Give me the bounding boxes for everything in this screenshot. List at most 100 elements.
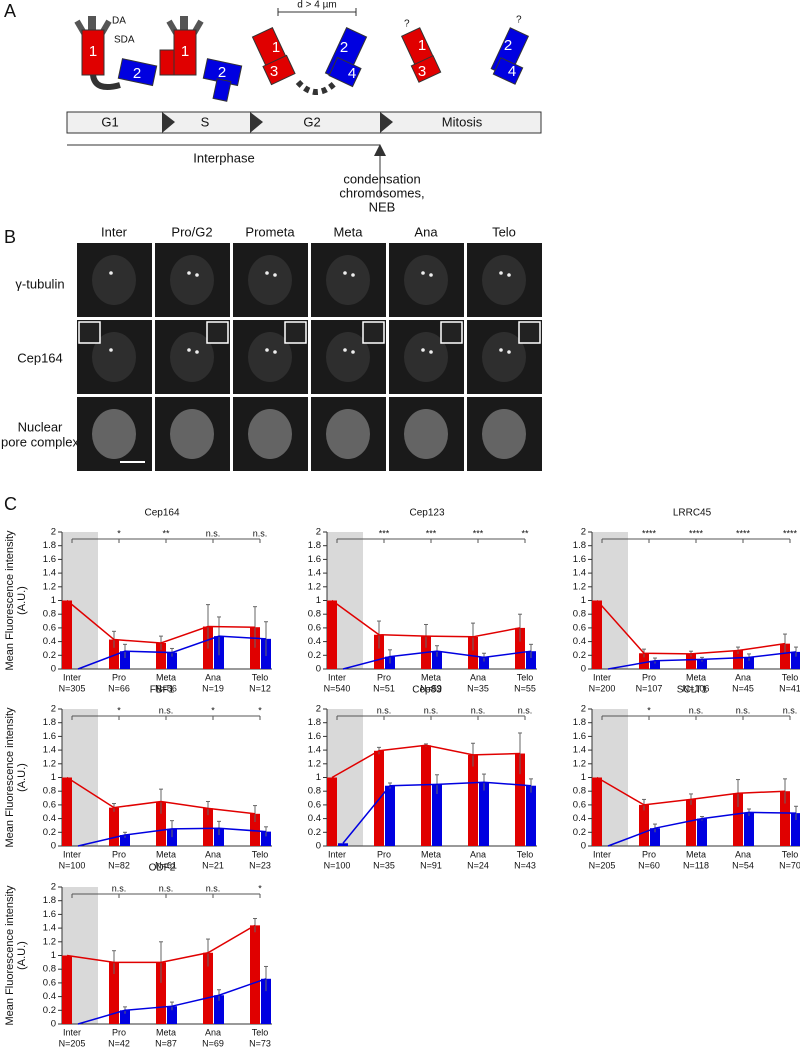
x-tick-label: Inter (328, 672, 346, 682)
trend-line (596, 776, 786, 806)
trend-line (342, 650, 532, 670)
y-tick-label: 1.8 (573, 717, 586, 728)
centriole-label: 4 (348, 65, 356, 82)
y-tick-label: 1.2 (43, 758, 56, 769)
y-axis-label: Mean Fluorescence intensity (4, 885, 16, 1026)
y-tick-label: 0.8 (573, 786, 586, 797)
annotation: SDA (114, 35, 135, 46)
bar (261, 831, 271, 846)
y-tick-label: 1.2 (573, 581, 586, 592)
centriole-diagram (74, 8, 530, 102)
x-tick-label: Ana (205, 1027, 221, 1037)
x-tick-label: Inter (63, 672, 81, 682)
column-label: Pro/G2 (171, 224, 212, 239)
y-tick-label: 0.4 (43, 813, 56, 824)
bar (697, 659, 707, 669)
y-tick-label: 1.6 (573, 554, 586, 565)
centriole-label: 1 (181, 43, 189, 60)
n-label: N=12 (249, 683, 271, 693)
n-label: N=56 (155, 683, 177, 693)
bar (109, 962, 119, 1024)
n-label: N=73 (249, 1038, 271, 1048)
y-tick-label: 1.8 (573, 540, 586, 551)
y-axis-label: Mean Fluorescence intensity (4, 707, 16, 848)
significance-label: *** (426, 528, 437, 538)
cell-signal (248, 409, 292, 459)
y-tick-label: 0.2 (308, 650, 321, 661)
x-tick-label: Meta (421, 849, 441, 859)
significance-label: n.s. (471, 705, 486, 715)
centriole-label: 1 (272, 39, 280, 56)
significance-label: * (258, 705, 262, 715)
panel-label: A (4, 1, 16, 21)
chart-title: Cep123 (409, 508, 444, 519)
trend-line (66, 924, 256, 964)
bar (468, 754, 478, 846)
x-tick-label: Telo (782, 672, 799, 682)
y-axis-label: (A.U.) (16, 941, 28, 970)
x-tick-label: Inter (63, 849, 81, 859)
y-tick-label: 1.2 (308, 758, 321, 769)
significance-label: **** (642, 528, 657, 538)
bar (791, 651, 800, 669)
cell-signal (170, 409, 214, 459)
bar (156, 642, 166, 669)
trend-line (77, 827, 267, 847)
x-tick-label: Pro (112, 1027, 126, 1037)
n-label: N=305 (59, 683, 86, 693)
cell-signal (404, 409, 448, 459)
microscopy-grid: Inter Pro/G2 Prometa Meta Ana Telo (77, 224, 542, 471)
n-label: N=66 (108, 683, 130, 693)
y-tick-label: 1.2 (43, 581, 56, 592)
y-tick-label: 0.6 (43, 622, 56, 633)
y-tick-label: 1.6 (43, 731, 56, 742)
centriole-label: 4 (508, 63, 516, 80)
event-label: condensation (343, 171, 420, 186)
x-tick-label: Ana (470, 849, 486, 859)
y-tick-label: 0.6 (43, 977, 56, 988)
x-tick-label: Pro (377, 849, 391, 859)
bar (250, 813, 260, 846)
y-tick-label: 0.4 (308, 813, 321, 824)
x-tick-label: Telo (517, 672, 534, 682)
row-label: pore complex (1, 434, 80, 449)
bar (639, 653, 649, 669)
centriole-label: 2 (133, 65, 141, 82)
bar (432, 784, 442, 846)
cell-signal (482, 255, 526, 305)
cell-signal (404, 332, 448, 382)
y-tick-label: 1.2 (573, 758, 586, 769)
y-tick-label: 1.4 (43, 923, 56, 934)
centriole-label: 3 (418, 63, 426, 80)
annotation: DA (112, 16, 126, 27)
bar (686, 799, 696, 846)
trend-line (66, 776, 256, 815)
phase-label: G2 (303, 114, 320, 129)
x-tick-label: Inter (328, 849, 346, 859)
y-tick-label: 0 (51, 841, 56, 852)
cell-signal (248, 332, 292, 382)
column-label: Prometa (245, 224, 295, 239)
centriole-label: 2 (504, 37, 512, 54)
y-tick-label: 0.8 (43, 786, 56, 797)
significance-label: * (258, 883, 262, 893)
n-label: N=100 (59, 860, 86, 870)
y-tick-label: 1.4 (308, 745, 321, 756)
n-label: N=42 (108, 1038, 130, 1048)
n-label: N=41 (779, 683, 800, 693)
trend-line (607, 651, 797, 670)
significance-label: ** (162, 528, 170, 538)
significance-label: n.s. (159, 883, 174, 893)
y-tick-label: 0.8 (308, 786, 321, 797)
y-tick-label: 1.8 (308, 540, 321, 551)
significance-label: n.s. (424, 705, 439, 715)
event-label: NEB (369, 199, 396, 214)
x-tick-label: Meta (686, 849, 706, 859)
significance-label: n.s. (159, 705, 174, 715)
x-tick-label: Ana (735, 849, 751, 859)
row-label: Cep164 (17, 350, 63, 365)
centriole-label: 2 (218, 64, 226, 81)
n-label: N=540 (324, 683, 351, 693)
y-tick-label: 1.6 (308, 554, 321, 565)
y-tick-label: 1.8 (43, 895, 56, 906)
